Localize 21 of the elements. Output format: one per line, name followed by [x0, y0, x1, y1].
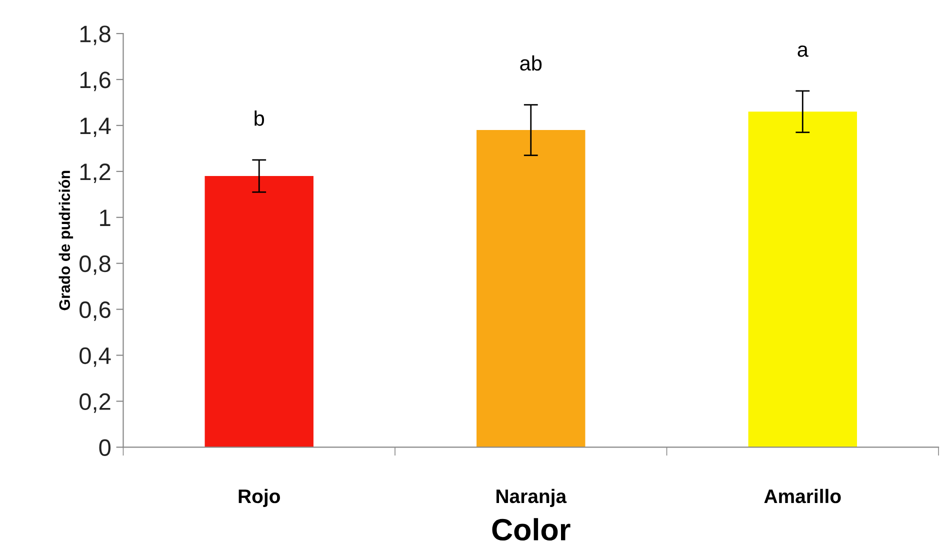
y-tick-label: 1,6: [80, 72, 110, 92]
x-tick-label: Rojo: [238, 488, 280, 507]
y-tick-label: 0,4: [80, 347, 111, 367]
annotation: ab: [520, 55, 542, 71]
y-tick-label: 0,2: [80, 393, 110, 413]
y-tick-label: 1,4: [80, 118, 111, 138]
y-tick-label: 1: [100, 210, 110, 226]
bar: [204, 176, 314, 448]
y-tick-label: 0,6: [80, 301, 110, 321]
annotation: b: [254, 110, 264, 126]
x-tick-label: Amarillo: [764, 488, 841, 504]
y-tick-label: 0: [99, 439, 111, 456]
y-axis-title: Grado de pudrición: [58, 170, 74, 310]
y-tick-label: 1,8: [80, 26, 110, 46]
y-tick-label: 1,2: [80, 163, 110, 184]
bar: [748, 112, 857, 448]
y-tick-label: 0,8: [80, 255, 110, 275]
x-axis-title: Color: [492, 518, 570, 541]
bar: [476, 130, 586, 448]
x-tick-label: Naranja: [496, 488, 567, 507]
annotation: a: [798, 45, 808, 57]
